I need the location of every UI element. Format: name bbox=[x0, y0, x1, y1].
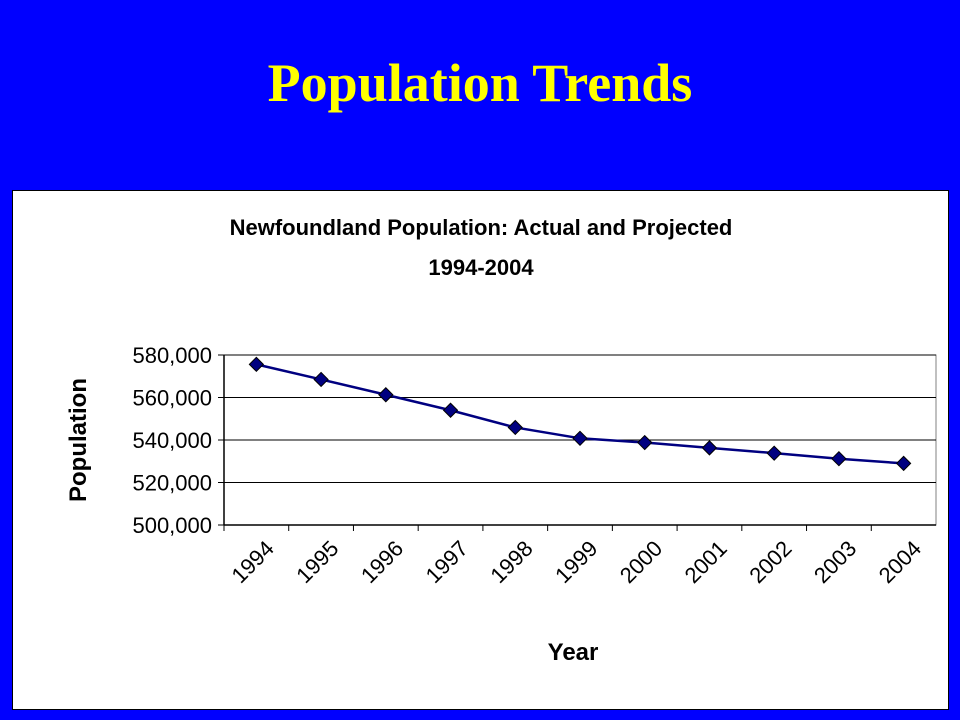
y-tick-label: 500,000 bbox=[132, 513, 212, 538]
y-tick-label: 580,000 bbox=[132, 343, 212, 368]
y-tick-label: 560,000 bbox=[132, 386, 212, 411]
x-tick-label: 1996 bbox=[356, 536, 408, 588]
x-tick-label: 2002 bbox=[744, 536, 796, 588]
line-chart: Newfoundland Population: Actual and Proj… bbox=[65, 215, 937, 666]
x-tick-label: 1998 bbox=[485, 536, 537, 588]
x-tick-label: 2001 bbox=[680, 536, 732, 588]
data-point-1997 bbox=[442, 402, 459, 418]
y-tick-label: 540,000 bbox=[132, 428, 212, 453]
x-tick-label: 1999 bbox=[550, 536, 602, 588]
x-tick-label: 2000 bbox=[615, 536, 667, 588]
data-point-1999 bbox=[572, 430, 588, 447]
x-tick-label: 1997 bbox=[421, 536, 473, 588]
data-point-1994 bbox=[248, 356, 265, 373]
data-point-2002 bbox=[766, 445, 782, 461]
x-tick-label: 2003 bbox=[809, 536, 861, 588]
x-axis-ticks: 1994 1995 1996 1997 1998 1999 2000 2001 2002 2003… bbox=[223, 525, 926, 588]
data-point-1995 bbox=[313, 371, 329, 388]
y-axis-title: Population bbox=[65, 378, 92, 502]
chart-subtitle: 1994-2004 bbox=[428, 255, 534, 280]
x-tick-label: 2004 bbox=[874, 536, 926, 588]
data-point-1998 bbox=[507, 419, 523, 436]
data-point-2003 bbox=[831, 450, 847, 467]
x-tick-label: 1995 bbox=[291, 536, 343, 588]
series-population bbox=[248, 356, 912, 472]
x-axis-title: Year bbox=[548, 639, 599, 666]
x-tick-label: 1994 bbox=[226, 536, 278, 588]
chart-title: Newfoundland Population: Actual and Proj… bbox=[230, 215, 733, 240]
slide-title: Population Trends bbox=[267, 53, 693, 113]
y-tick-label: 520,000 bbox=[132, 471, 212, 496]
data-point-1996 bbox=[378, 387, 394, 403]
y-axis-ticks: 500,000 520,000 540,000 560,000 580,000 bbox=[132, 343, 936, 538]
data-point-2001 bbox=[701, 440, 718, 456]
chart-panel: Newfoundland Population: Actual and Proj… bbox=[12, 190, 949, 710]
data-point-2004 bbox=[895, 455, 912, 472]
data-point-2000 bbox=[637, 434, 653, 451]
